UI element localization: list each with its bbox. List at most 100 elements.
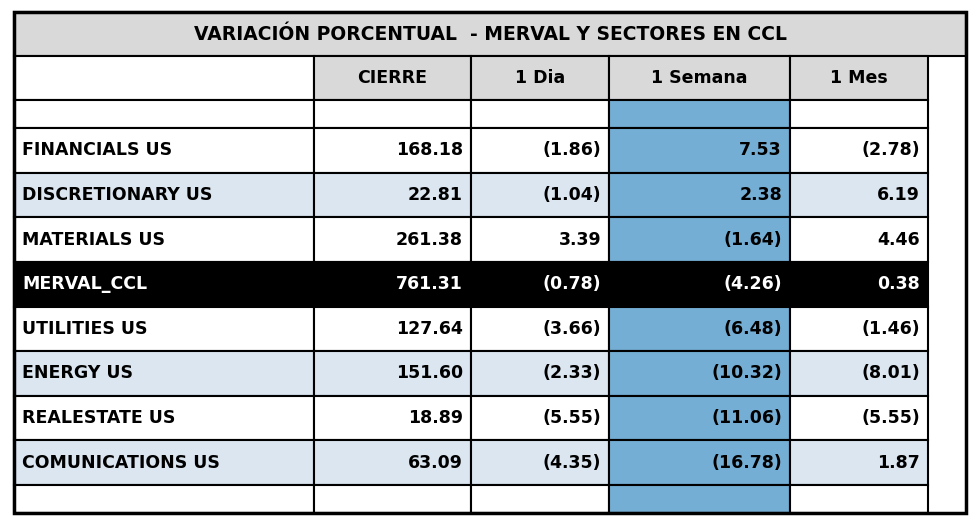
Text: 6.19: 6.19 xyxy=(877,186,920,204)
Text: MATERIALS US: MATERIALS US xyxy=(22,230,165,248)
Text: VARIACIÓN PORCENTUAL  - MERVAL Y SECTORES EN CCL: VARIACIÓN PORCENTUAL - MERVAL Y SECTORES… xyxy=(193,25,787,44)
Bar xyxy=(314,351,471,396)
Text: (1.46): (1.46) xyxy=(861,320,920,338)
Bar xyxy=(609,307,790,351)
Bar xyxy=(471,440,609,485)
Text: COMUNICATIONS US: COMUNICATIONS US xyxy=(22,454,220,471)
Text: 1 Mes: 1 Mes xyxy=(830,69,888,87)
Bar xyxy=(14,262,314,307)
Bar xyxy=(609,173,790,217)
Bar xyxy=(14,217,314,262)
Text: FINANCIALS US: FINANCIALS US xyxy=(22,141,172,159)
Bar xyxy=(471,217,609,262)
Text: 1 Dia: 1 Dia xyxy=(514,69,565,87)
Text: (5.55): (5.55) xyxy=(861,409,920,427)
Bar xyxy=(471,485,609,513)
Text: 1.87: 1.87 xyxy=(877,454,920,471)
Bar xyxy=(790,440,928,485)
Bar xyxy=(790,217,928,262)
Bar xyxy=(14,12,966,56)
Bar xyxy=(609,128,790,173)
Text: (1.04): (1.04) xyxy=(542,186,601,204)
Text: (2.33): (2.33) xyxy=(543,364,601,382)
Text: (3.66): (3.66) xyxy=(542,320,601,338)
Bar xyxy=(314,307,471,351)
Bar xyxy=(471,262,609,307)
Bar xyxy=(14,100,314,128)
Bar xyxy=(790,396,928,440)
Bar xyxy=(790,351,928,396)
Bar xyxy=(609,100,790,128)
Bar xyxy=(314,173,471,217)
Bar xyxy=(790,56,928,100)
Bar xyxy=(314,485,471,513)
Bar xyxy=(471,307,609,351)
Text: 127.64: 127.64 xyxy=(396,320,463,338)
Text: (1.64): (1.64) xyxy=(723,230,782,248)
Bar xyxy=(14,56,314,100)
Bar xyxy=(790,307,928,351)
Text: 1 Semana: 1 Semana xyxy=(651,69,748,87)
Bar xyxy=(314,56,471,100)
Text: 2.38: 2.38 xyxy=(739,186,782,204)
Bar xyxy=(314,262,471,307)
Bar xyxy=(790,262,928,307)
Text: 63.09: 63.09 xyxy=(408,454,463,471)
Text: (4.35): (4.35) xyxy=(543,454,601,471)
Text: (0.78): (0.78) xyxy=(542,275,601,293)
Text: (10.32): (10.32) xyxy=(711,364,782,382)
Bar xyxy=(314,217,471,262)
Bar xyxy=(790,173,928,217)
Text: 7.53: 7.53 xyxy=(739,141,782,159)
Bar xyxy=(609,56,790,100)
Text: CIERRE: CIERRE xyxy=(358,69,427,87)
Bar xyxy=(609,440,790,485)
Bar xyxy=(790,100,928,128)
Bar xyxy=(609,396,790,440)
Text: 22.81: 22.81 xyxy=(408,186,463,204)
Bar xyxy=(14,173,314,217)
Bar xyxy=(471,100,609,128)
Bar xyxy=(14,440,314,485)
Text: 761.31: 761.31 xyxy=(396,275,463,293)
Bar xyxy=(790,485,928,513)
Text: 151.60: 151.60 xyxy=(396,364,463,382)
Text: REALESTATE US: REALESTATE US xyxy=(22,409,175,427)
Text: (2.78): (2.78) xyxy=(861,141,920,159)
Text: DISCRETIONARY US: DISCRETIONARY US xyxy=(22,186,213,204)
Bar xyxy=(790,128,928,173)
Bar xyxy=(314,100,471,128)
Bar xyxy=(14,307,314,351)
Bar xyxy=(314,396,471,440)
Text: (1.86): (1.86) xyxy=(542,141,601,159)
Text: (4.26): (4.26) xyxy=(723,275,782,293)
Text: 0.38: 0.38 xyxy=(877,275,920,293)
Text: MERVAL_CCL: MERVAL_CCL xyxy=(22,275,147,293)
Bar xyxy=(314,128,471,173)
Bar xyxy=(471,396,609,440)
Bar xyxy=(609,351,790,396)
Bar xyxy=(609,217,790,262)
Text: 168.18: 168.18 xyxy=(396,141,463,159)
Text: 18.89: 18.89 xyxy=(408,409,463,427)
Bar xyxy=(14,351,314,396)
Text: 261.38: 261.38 xyxy=(396,230,463,248)
Bar xyxy=(609,485,790,513)
Text: (6.48): (6.48) xyxy=(723,320,782,338)
Bar xyxy=(14,396,314,440)
Text: (11.06): (11.06) xyxy=(711,409,782,427)
Bar xyxy=(471,351,609,396)
Text: 4.46: 4.46 xyxy=(877,230,920,248)
Text: (8.01): (8.01) xyxy=(861,364,920,382)
Text: UTILITIES US: UTILITIES US xyxy=(22,320,148,338)
Text: (16.78): (16.78) xyxy=(711,454,782,471)
Bar xyxy=(471,128,609,173)
Bar xyxy=(14,485,314,513)
Bar xyxy=(471,173,609,217)
Text: (5.55): (5.55) xyxy=(542,409,601,427)
Text: 3.39: 3.39 xyxy=(559,230,601,248)
Bar xyxy=(14,128,314,173)
Bar xyxy=(609,262,790,307)
Text: ENERGY US: ENERGY US xyxy=(22,364,133,382)
Bar xyxy=(314,440,471,485)
